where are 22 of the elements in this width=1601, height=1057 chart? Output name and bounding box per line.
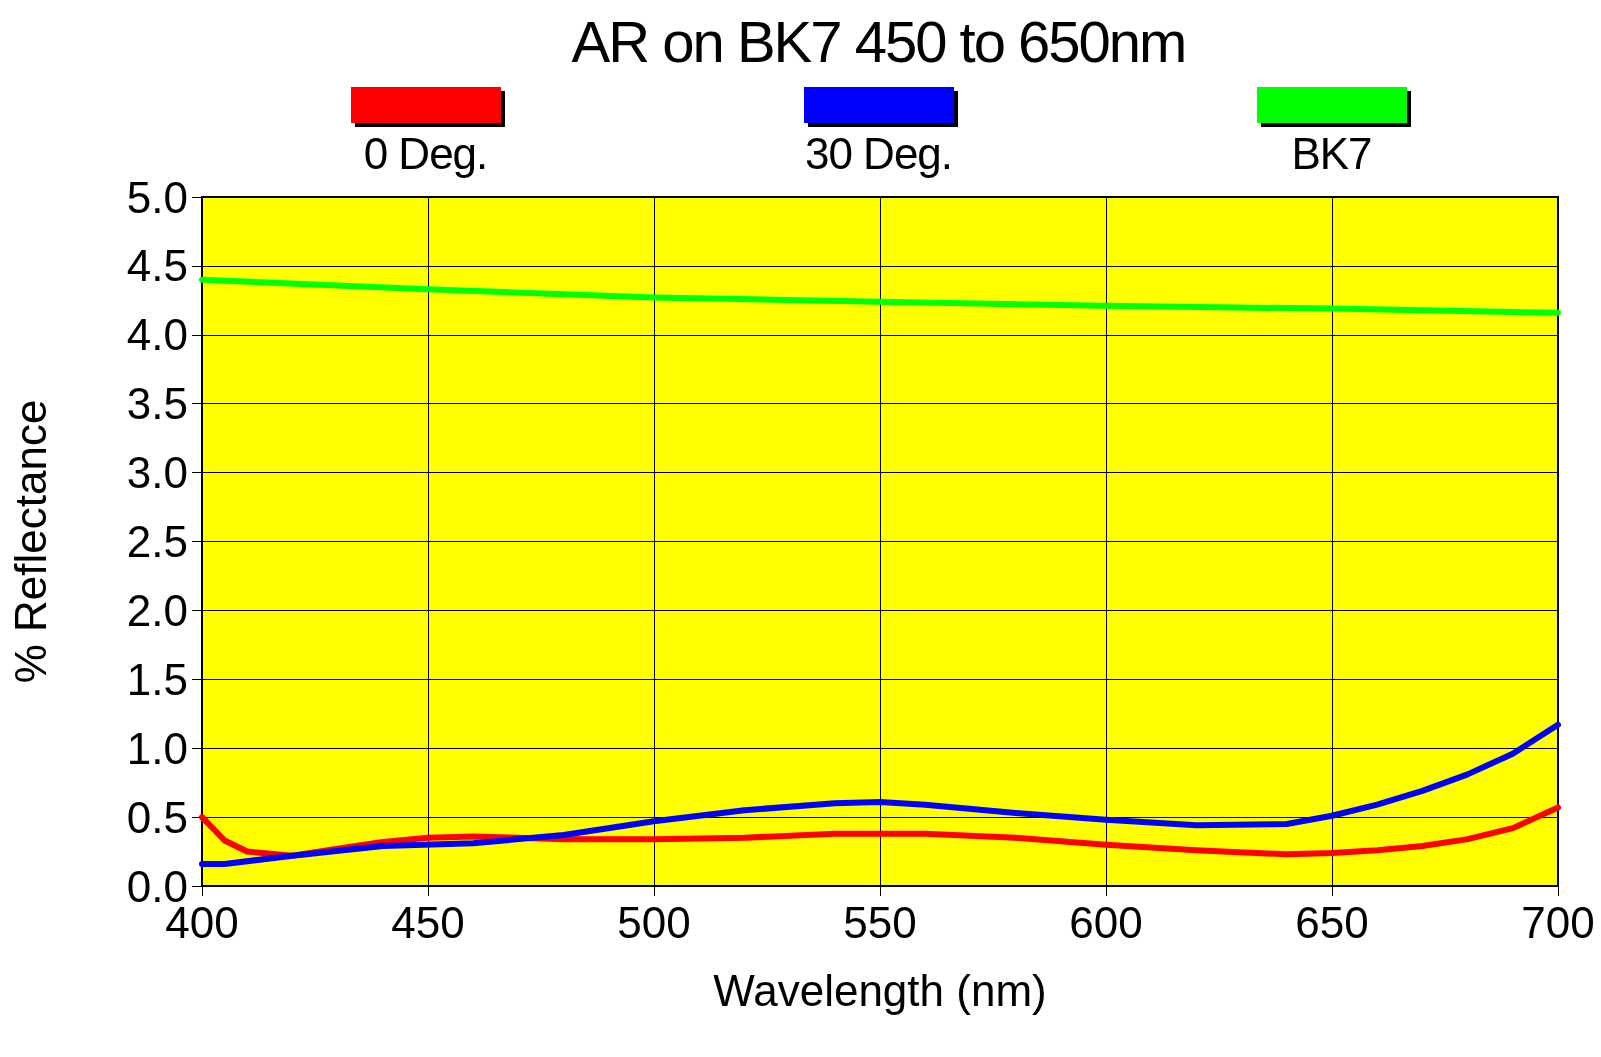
y-tick-label: 2.5	[126, 517, 188, 566]
y-tick-label: 2.0	[126, 585, 188, 635]
y-tick-label: 4.5	[126, 241, 188, 291]
legend-label: 0 Deg.	[363, 129, 488, 179]
y-tick-label: 3.5	[126, 379, 188, 429]
x-tick-label: 550	[843, 897, 917, 947]
y-tick-label: 5.0	[126, 172, 188, 222]
y-tick-label: 1.0	[126, 723, 188, 773]
legend-label: 30 Deg.	[804, 129, 953, 179]
x-tick-label: 500	[617, 897, 691, 947]
y-tick-label: 3.0	[126, 448, 188, 498]
y-tick-label: 1.5	[126, 654, 188, 704]
x-axis-title: Wavelength (nm)	[713, 965, 1047, 1015]
x-tick-label: 650	[1295, 897, 1369, 947]
y-tick-label: 0.5	[126, 792, 188, 842]
x-tick-label: 600	[1069, 897, 1143, 947]
x-tick-label: 450	[391, 897, 465, 947]
x-tick-label: 700	[1521, 897, 1595, 947]
legend-label: BK7	[1291, 129, 1372, 179]
y-axis-title: % Reflectance	[5, 399, 55, 684]
chart-title: AR on BK7 450 to 650nm	[570, 8, 1187, 75]
y-tick-label: 4.0	[126, 310, 188, 360]
